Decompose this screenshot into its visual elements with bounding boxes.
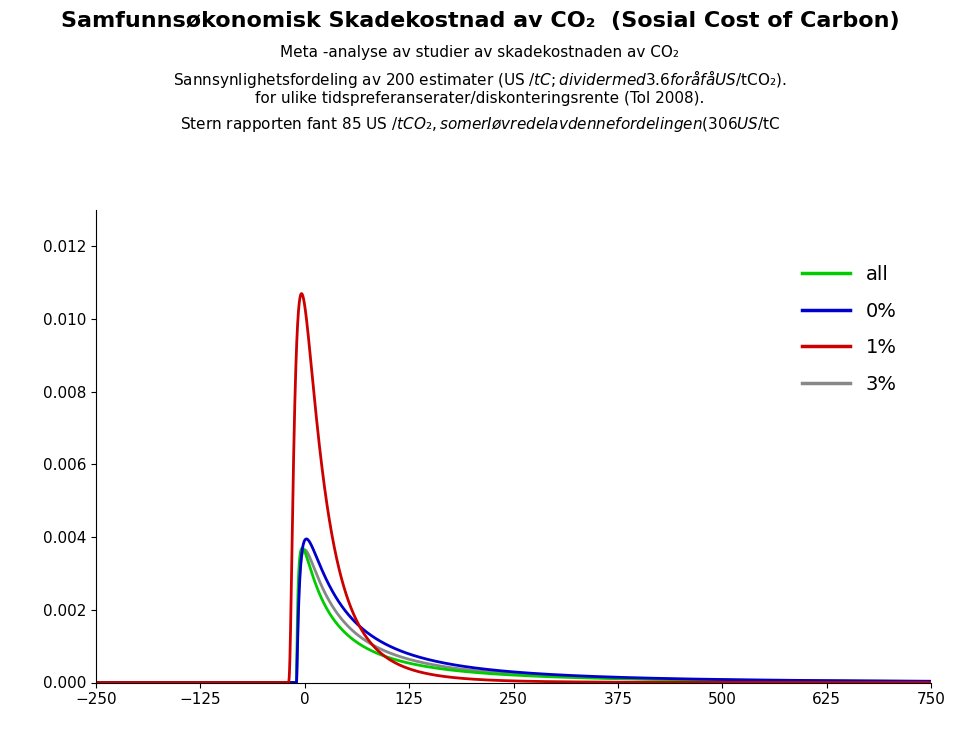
1% [755,676,766,685]
all [621,674,633,683]
3% [393,660,404,669]
3% [755,678,766,687]
Text: Samfunnsøkonomisk Skadekostnad av CO₂  (Sosial Cost of Carbon): Samfunnsøkonomisk Skadekostnad av CO₂ (S… [60,11,900,32]
all [132,678,144,687]
0% [621,674,633,683]
3% [621,678,633,687]
1% [90,678,102,687]
all [925,677,937,686]
3% [296,289,307,298]
0% [755,676,766,685]
1% [709,675,721,684]
1% [925,676,937,686]
Text: Sannsynlighetsfordeling av 200 estimater (US $/tC; divider med 3.6 for å få US $: Sannsynlighetsfordeling av 200 estimater… [174,68,786,89]
1% [300,535,312,544]
1% [621,673,633,682]
3% [925,678,937,687]
1% [393,646,404,655]
Text: for ulike tidspreferanserater/diskonteringsrente (Tol 2008).: for ulike tidspreferanserater/diskonteri… [255,92,705,106]
0% [585,674,596,682]
all [299,545,310,554]
0% [393,656,404,665]
3% [709,678,721,687]
all [755,676,766,685]
1% [585,672,596,681]
3% [585,677,596,686]
0% [297,544,308,553]
0% [925,677,937,686]
Line: 0%: 0% [96,548,931,682]
Line: 3%: 3% [96,293,931,682]
all [585,673,596,682]
Text: Stern rapporten fant 85 US $/tCO₂, som er I øvre del av denne fordelingen (306 U: Stern rapporten fant 85 US $/tCO₂, som e… [180,116,780,134]
Legend: all, 0%, 1%, 3%: all, 0%, 1%, 3% [794,257,904,401]
0% [132,678,144,687]
all [709,676,721,685]
0% [90,678,102,687]
3% [90,678,102,687]
all [90,678,102,687]
all [393,652,404,661]
3% [132,678,144,687]
Text: Meta -analyse av studier av skadekostnaden av CO₂: Meta -analyse av studier av skadekostnad… [280,45,680,60]
0% [709,676,721,685]
Line: 1%: 1% [96,539,931,682]
Line: all: all [96,550,931,682]
1% [132,678,144,687]
